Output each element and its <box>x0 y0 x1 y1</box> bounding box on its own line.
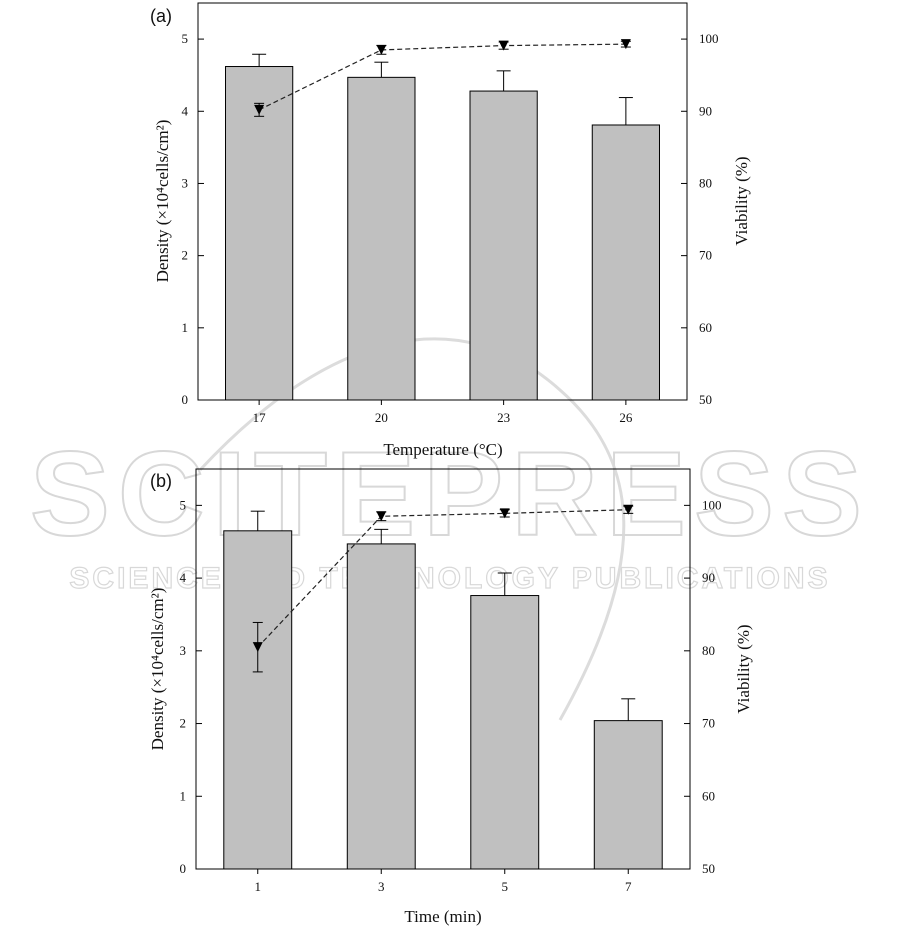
x-tick-label: 5 <box>502 879 509 894</box>
x-tick-label: 1 <box>255 879 262 894</box>
panel-label-b: (b) <box>150 471 172 491</box>
bar-1 <box>223 530 293 870</box>
x-tick-label: 3 <box>378 879 385 894</box>
bar-3 <box>346 543 416 870</box>
viability-marker-23 <box>498 40 509 51</box>
watermark-title: SCITEPRESS <box>30 427 870 561</box>
plot-frame-b <box>195 468 691 870</box>
y-left-tick-label: 2 <box>182 248 189 263</box>
viability-marker-7 <box>623 504 634 515</box>
y-left-tick-label: 1 <box>180 788 187 803</box>
y-right-tick-label: 50 <box>699 392 712 407</box>
y-left-tick-label: 4 <box>180 570 187 585</box>
y-left-tick-label: 0 <box>182 392 189 407</box>
viability-line-path <box>258 43 626 111</box>
viability-line-a <box>254 39 631 117</box>
viability-line-path <box>257 509 629 648</box>
y-axis-right-b: 50 60 70 80 90 100 <box>684 497 722 876</box>
y-axis-left-b: 0 1 2 3 4 5 <box>180 497 202 876</box>
viability-marker-20 <box>376 44 387 55</box>
y-left-tick-label: 3 <box>182 175 189 190</box>
y-right-tick-label: 100 <box>702 497 722 512</box>
y-axis-title-left-b: Density (×10⁴cells/cm²) <box>148 588 167 751</box>
bars-a <box>225 53 660 401</box>
y-right-tick-label: 90 <box>699 103 712 118</box>
viability-line-b <box>252 504 634 673</box>
x-axis-title-b: Time (min) <box>404 907 481 926</box>
y-left-tick-label: 4 <box>182 103 189 118</box>
y-axis-right-a: 50 60 70 80 90 100 <box>681 31 719 407</box>
bar-5 <box>470 595 540 870</box>
bar-20 <box>347 76 416 401</box>
y-left-tick-label: 0 <box>180 861 187 876</box>
bar-26 <box>591 124 660 401</box>
y-right-tick-label: 80 <box>702 643 715 658</box>
y-axis-title-left-a: Density (×10⁴cells/cm²) <box>153 120 172 283</box>
y-axis-title-right-b: Viability (%) <box>734 624 753 713</box>
y-left-tick-label: 5 <box>180 497 187 512</box>
x-axis-b: 1 3 5 7 <box>255 869 632 894</box>
chart-panel-b: (b) 0 1 2 3 4 5 50 60 70 80 90 100 1 3 5 7 Time (min)… <box>148 468 753 926</box>
x-tick-label: 17 <box>253 410 267 425</box>
viability-marker-5 <box>499 508 510 519</box>
watermark: SCITEPRESS SCIENCE AND TECHNOLOGY PUBLIC… <box>29 337 870 721</box>
x-tick-label: 20 <box>375 410 388 425</box>
x-tick-label: 7 <box>625 879 632 894</box>
x-tick-label: 23 <box>497 410 510 425</box>
bar-23 <box>469 90 538 401</box>
watermark-swoosh <box>198 337 626 721</box>
y-right-tick-label: 100 <box>699 31 719 46</box>
y-axis-left-a: 0 1 2 3 4 5 <box>182 31 204 407</box>
y-axis-title-right-a: Viability (%) <box>732 156 751 245</box>
y-left-tick-label: 2 <box>180 716 187 731</box>
y-right-tick-label: 50 <box>702 861 715 876</box>
watermark-subtitle: SCIENCE AND TECHNOLOGY PUBLICATIONS <box>69 562 830 595</box>
y-right-tick-label: 60 <box>702 788 715 803</box>
y-right-tick-label: 70 <box>702 716 715 731</box>
y-left-tick-label: 5 <box>182 31 189 46</box>
y-left-tick-label: 1 <box>182 320 189 335</box>
y-left-tick-label: 3 <box>180 643 187 658</box>
y-right-tick-label: 90 <box>702 570 715 585</box>
x-axis-a: 17 20 23 26 <box>253 400 633 425</box>
viability-marker-3 <box>376 511 387 522</box>
panel-label-a: (a) <box>150 6 172 26</box>
viability-marker-17 <box>254 104 265 115</box>
x-tick-label: 26 <box>619 410 633 425</box>
x-axis-title-a: Temperature (°C) <box>383 440 502 459</box>
bar-7 <box>593 720 663 870</box>
bars-b <box>223 510 663 870</box>
viability-marker-26 <box>620 39 631 50</box>
y-right-tick-label: 70 <box>699 248 712 263</box>
viability-marker-1 <box>252 642 263 653</box>
y-right-tick-label: 60 <box>699 320 712 335</box>
plot-frame-a <box>197 2 688 401</box>
y-right-tick-label: 80 <box>699 175 712 190</box>
